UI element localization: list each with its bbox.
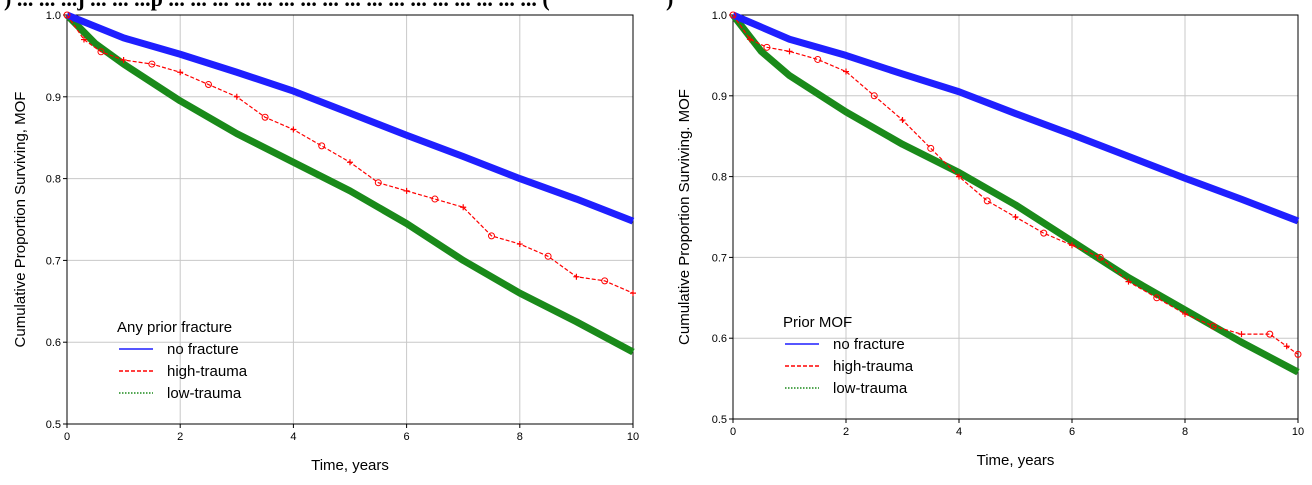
- legend-entry: high-trauma: [833, 358, 914, 375]
- censor-marker: [205, 81, 212, 89]
- censor-marker: [1040, 229, 1048, 237]
- x-tick-label: 0: [730, 426, 736, 438]
- legend-entry: low-trauma: [833, 380, 908, 397]
- censor-marker: [80, 36, 87, 43]
- censor-marker: [148, 60, 156, 68]
- y-tick-label: 0.5: [712, 414, 727, 426]
- legend-entry: no fracture: [167, 341, 239, 358]
- series-line-no-fracture: [731, 11, 1300, 225]
- legend-entry: no fracture: [833, 336, 905, 353]
- censor-marker: [374, 179, 382, 187]
- plot-area-border: [66, 14, 634, 425]
- x-tick-label: 10: [627, 431, 639, 443]
- censor-marker: [290, 126, 297, 133]
- x-tick-label: 2: [843, 426, 849, 438]
- censor-marker: [1069, 242, 1075, 249]
- censor-marker: [177, 69, 184, 76]
- legend-entry: low-trauma: [167, 385, 242, 402]
- x-tick-label: 6: [1069, 426, 1075, 438]
- censor-marker: [601, 277, 609, 285]
- y-tick-label: 0.7: [712, 252, 727, 264]
- chart-top-text: ) ... ... ...j ... ... ...p ... ... ... …: [4, 0, 550, 12]
- y-tick-label: 1.0: [712, 10, 727, 22]
- gridlines: [66, 14, 634, 425]
- censor-marker: [763, 43, 771, 51]
- x-axis-label: Time, years: [311, 457, 389, 474]
- y-tick-label: 0.8: [712, 172, 727, 184]
- censor-marker: [516, 241, 523, 248]
- censor-marker: [1125, 278, 1132, 285]
- censor-marker: [1238, 331, 1245, 338]
- series-line-low-trauma: [730, 12, 1300, 376]
- x-tick-label: 2: [177, 431, 183, 443]
- legend-title: Prior MOF: [783, 314, 852, 331]
- y-tick-label: 0.7: [46, 255, 61, 267]
- y-tick-label: 1.0: [46, 10, 61, 22]
- censor-marker: [261, 113, 269, 121]
- censor-marker: [233, 93, 240, 100]
- censor-marker: [786, 48, 793, 55]
- legend-title: Any prior fracture: [117, 319, 232, 336]
- censor-marker: [983, 197, 991, 205]
- censor-marker: [97, 48, 105, 56]
- censor-marker: [544, 252, 552, 260]
- y-tick-label: 0.8: [46, 174, 61, 186]
- series-line-high-trauma: [732, 14, 1299, 355]
- censor-marker: [843, 68, 849, 75]
- censor-marker: [403, 187, 410, 194]
- censor-marker: [1209, 322, 1217, 330]
- censor-marker: [347, 159, 353, 166]
- censor-marker: [746, 36, 753, 43]
- x-tick-label: 6: [404, 431, 410, 443]
- y-axis-label: Cumulative Proportion Surviving. MOF: [676, 89, 693, 345]
- chart-panel-left: ) ... ... ...j ... ... ...p ... ... ... …: [0, 0, 650, 480]
- x-tick-label: 4: [956, 426, 962, 438]
- x-tick-label: 10: [1292, 426, 1304, 438]
- censor-marker: [1012, 214, 1019, 220]
- censor-marker: [63, 11, 71, 19]
- x-tick-label: 4: [290, 431, 296, 443]
- censor-marker: [729, 11, 737, 19]
- censor-marker: [573, 273, 580, 280]
- x-tick-label: 8: [517, 431, 523, 443]
- censor-marker: [1266, 330, 1274, 338]
- chart-right: 0 2 4 6 8 10 0.5 0.6 0.7 0.8 0.9 1.0 Time, years Cumu…: [676, 10, 1304, 469]
- censor-marker: [630, 290, 636, 297]
- y-tick-label: 0.6: [46, 337, 61, 349]
- censor-marker: [1096, 253, 1104, 261]
- chart-panel-right: ) 0 2 4 6 8 10 0.5 0.6 0.7 0.8 0.9 1.0 Time, years Cu…: [664, 0, 1312, 480]
- series-line-high-trauma: [66, 14, 634, 294]
- censor-marker: [1153, 294, 1161, 302]
- censor-marker: [431, 195, 439, 203]
- censor-marker: [460, 204, 467, 211]
- censor-marker: [814, 55, 822, 63]
- y-tick-label: 0.9: [46, 92, 61, 104]
- censor-marker: [1294, 350, 1302, 358]
- legend: Any prior fracture no fracture high-trauma…: [117, 319, 248, 402]
- y-tick-label: 0.9: [712, 91, 727, 103]
- legend-entry: high-trauma: [167, 363, 248, 380]
- legend: Prior MOF no fracture high-trauma low-traum…: [783, 314, 914, 397]
- y-tick-label: 0.6: [712, 333, 727, 345]
- censor-marker: [488, 232, 495, 240]
- plot-area-border: [732, 14, 1299, 420]
- series-line-no-fracture: [65, 11, 635, 225]
- censor-marker: [927, 144, 935, 152]
- censor-marker: [1182, 310, 1188, 317]
- x-axis-label: Time, years: [977, 452, 1055, 469]
- censor-marker: [120, 56, 127, 63]
- y-axis-label: Cumulative Proportion Surviving, MOF: [12, 92, 29, 348]
- chart-left: 0 2 4 6 8 10 0.5 0.6 0.7 0.8 0.9 1.0 Time, years Cumu…: [12, 10, 639, 474]
- censor-marker: [1283, 343, 1290, 350]
- censor-marker: [870, 92, 878, 100]
- chart-top-text: ): [666, 0, 673, 12]
- censor-marker: [956, 173, 962, 180]
- y-tick-label: 0.5: [46, 419, 61, 431]
- series-line-low-trauma: [64, 12, 635, 356]
- x-tick-label: 8: [1182, 426, 1188, 438]
- censor-marker: [899, 117, 906, 124]
- x-tick-label: 0: [64, 431, 70, 443]
- censor-marker: [318, 142, 326, 150]
